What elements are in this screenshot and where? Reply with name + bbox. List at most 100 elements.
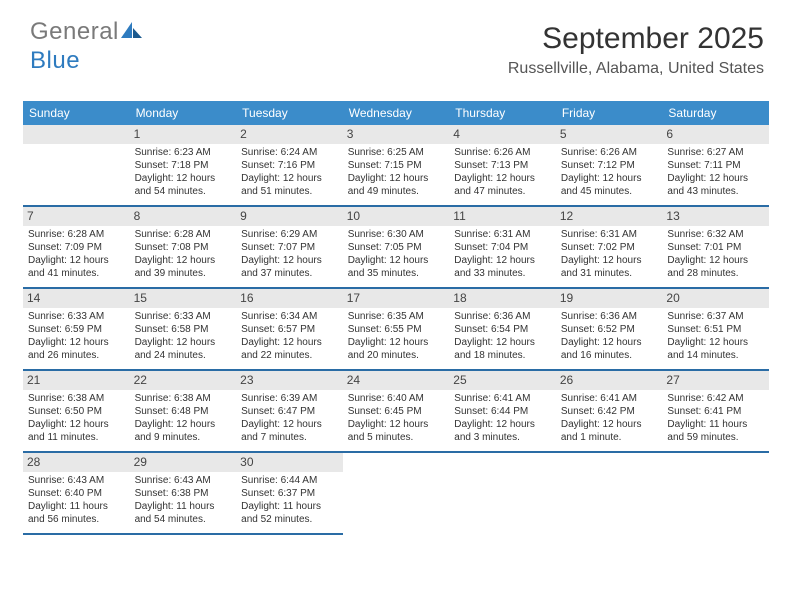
day-sunset: Sunset: 6:59 PM <box>28 324 125 337</box>
day-sunset: Sunset: 6:37 PM <box>241 488 338 501</box>
calendar-cell: 28Sunrise: 6:43 AMSunset: 6:40 PMDayligh… <box>23 453 130 535</box>
calendar-cell: 27 Sunrise: 6:42 AMSunset: 6:41 PMDayligh… <box>662 371 769 453</box>
calendar-cell: 15Sunrise: 6:33 AMSunset: 6:58 PMDayligh… <box>130 289 237 371</box>
brand-general: General <box>30 18 119 45</box>
day-sunset: Sunset: 7:09 PM <box>28 242 125 255</box>
day-sunset: Sunset: 7:01 PM <box>667 242 764 255</box>
day-sunset: Sunset: 6:48 PM <box>135 406 232 419</box>
day-number: 2 <box>236 125 343 144</box>
day-day1: Daylight: 12 hours <box>28 255 125 268</box>
day-day1: Daylight: 11 hours <box>135 501 232 514</box>
weekday-monday: Monday <box>130 101 237 125</box>
day-sunrise: Sunrise: 6:25 AM <box>348 147 445 160</box>
day-number: 21 <box>23 371 130 390</box>
day-day1: Daylight: 12 hours <box>241 419 338 432</box>
day-day2: and 47 minutes. <box>454 186 551 199</box>
day-number: 3 <box>343 125 450 144</box>
calendar-cell: 22Sunrise: 6:38 AMSunset: 6:48 PMDayligh… <box>130 371 237 453</box>
day-sunset: Sunset: 7:18 PM <box>135 160 232 173</box>
day-number: 5 <box>556 125 663 144</box>
day-sunset: Sunset: 7:08 PM <box>135 242 232 255</box>
day-sunrise: Sunrise: 6:33 AM <box>135 311 232 324</box>
day-day1: Daylight: 11 hours <box>241 501 338 514</box>
calendar-cell: 1Sunrise: 6:23 AMSunset: 7:18 PMDaylight… <box>130 125 237 207</box>
day-sunrise: Sunrise: 6:41 AM <box>454 393 551 406</box>
day-number: 4 <box>449 125 556 144</box>
weekday-saturday: Saturday <box>662 101 769 125</box>
day-sunset: Sunset: 6:41 PM <box>667 406 764 419</box>
day-day2: and 14 minutes. <box>667 350 764 363</box>
day-day2: and 35 minutes. <box>348 268 445 281</box>
day-sunset: Sunset: 6:51 PM <box>667 324 764 337</box>
day-day1: Daylight: 12 hours <box>348 255 445 268</box>
weekday-wednesday: Wednesday <box>343 101 450 125</box>
day-day1: Daylight: 12 hours <box>561 337 658 350</box>
day-day1: Daylight: 12 hours <box>241 337 338 350</box>
calendar-cell: 24Sunrise: 6:40 AMSunset: 6:45 PMDayligh… <box>343 371 450 453</box>
weekday-thursday: Thursday <box>449 101 556 125</box>
day-number: 28 <box>23 453 130 472</box>
day-sunset: Sunset: 6:57 PM <box>241 324 338 337</box>
calendar-cell: 4Sunrise: 6:26 AMSunset: 7:13 PMDaylight… <box>449 125 556 207</box>
day-day2: and 52 minutes. <box>241 514 338 527</box>
calendar-cell: 23Sunrise: 6:39 AMSunset: 6:47 PMDayligh… <box>236 371 343 453</box>
day-sunrise: Sunrise: 6:38 AM <box>28 393 125 406</box>
day-sunrise: Sunrise: 6:41 AM <box>561 393 658 406</box>
day-sunrise: Sunrise: 6:36 AM <box>561 311 658 324</box>
day-sunrise: Sunrise: 6:36 AM <box>454 311 551 324</box>
day-sunrise: Sunrise: 6:42 AM <box>667 393 764 406</box>
calendar-cell: 16Sunrise: 6:34 AMSunset: 6:57 PMDayligh… <box>236 289 343 371</box>
day-day1: Daylight: 12 hours <box>348 337 445 350</box>
day-day2: and 56 minutes. <box>28 514 125 527</box>
calendar-cell: 30 Sunrise: 6:44 AMSunset: 6:37 PMDayligh… <box>236 453 343 535</box>
day-sunrise: Sunrise: 6:34 AM <box>241 311 338 324</box>
day-number: 14 <box>23 289 130 308</box>
day-sunset: Sunset: 6:44 PM <box>454 406 551 419</box>
day-day2: and 49 minutes. <box>348 186 445 199</box>
calendar-body: 1Sunrise: 6:23 AMSunset: 7:18 PMDaylight… <box>23 125 769 535</box>
calendar-header: Sunday Monday Tuesday Wednesday Thursday… <box>23 101 769 125</box>
day-day2: and 37 minutes. <box>241 268 338 281</box>
day-number: 27 <box>662 371 769 390</box>
day-sunset: Sunset: 6:38 PM <box>135 488 232 501</box>
day-number: 22 <box>130 371 237 390</box>
calendar-cell-empty <box>556 453 663 535</box>
day-number: 11 <box>449 207 556 226</box>
day-sunset: Sunset: 7:11 PM <box>667 160 764 173</box>
day-sunrise: Sunrise: 6:37 AM <box>667 311 764 324</box>
day-number: 1 <box>130 125 237 144</box>
day-sunset: Sunset: 7:04 PM <box>454 242 551 255</box>
day-sunset: Sunset: 7:07 PM <box>241 242 338 255</box>
day-sunrise: Sunrise: 6:39 AM <box>241 393 338 406</box>
day-day2: and 11 minutes. <box>28 432 125 445</box>
brand-sail-icon <box>121 19 143 47</box>
day-day1: Daylight: 12 hours <box>454 255 551 268</box>
calendar-cell: 25Sunrise: 6:41 AMSunset: 6:44 PMDayligh… <box>449 371 556 453</box>
calendar-cell-empty <box>343 453 450 535</box>
day-sunrise: Sunrise: 6:40 AM <box>348 393 445 406</box>
day-number: 18 <box>449 289 556 308</box>
day-day2: and 41 minutes. <box>28 268 125 281</box>
day-day2: and 43 minutes. <box>667 186 764 199</box>
calendar-cell: 8Sunrise: 6:28 AMSunset: 7:08 PMDaylight… <box>130 207 237 289</box>
day-day2: and 18 minutes. <box>454 350 551 363</box>
day-day2: and 31 minutes. <box>561 268 658 281</box>
title-location: Russellville, Alabama, United States <box>508 60 764 78</box>
calendar-cell: 5Sunrise: 6:26 AMSunset: 7:12 PMDaylight… <box>556 125 663 207</box>
weekday-sunday: Sunday <box>23 101 130 125</box>
day-day1: Daylight: 12 hours <box>348 173 445 186</box>
day-number: 9 <box>236 207 343 226</box>
day-number: 13 <box>662 207 769 226</box>
day-number: 30 <box>236 453 343 472</box>
day-sunrise: Sunrise: 6:44 AM <box>241 475 338 488</box>
day-day1: Daylight: 11 hours <box>667 419 764 432</box>
day-sunrise: Sunrise: 6:30 AM <box>348 229 445 242</box>
calendar-cell: 2Sunrise: 6:24 AMSunset: 7:16 PMDaylight… <box>236 125 343 207</box>
day-sunrise: Sunrise: 6:38 AM <box>135 393 232 406</box>
day-day2: and 39 minutes. <box>135 268 232 281</box>
brand-logo: General Blue <box>30 18 143 75</box>
day-sunset: Sunset: 7:16 PM <box>241 160 338 173</box>
weekday-friday: Friday <box>556 101 663 125</box>
day-day1: Daylight: 12 hours <box>135 255 232 268</box>
day-sunset: Sunset: 7:05 PM <box>348 242 445 255</box>
